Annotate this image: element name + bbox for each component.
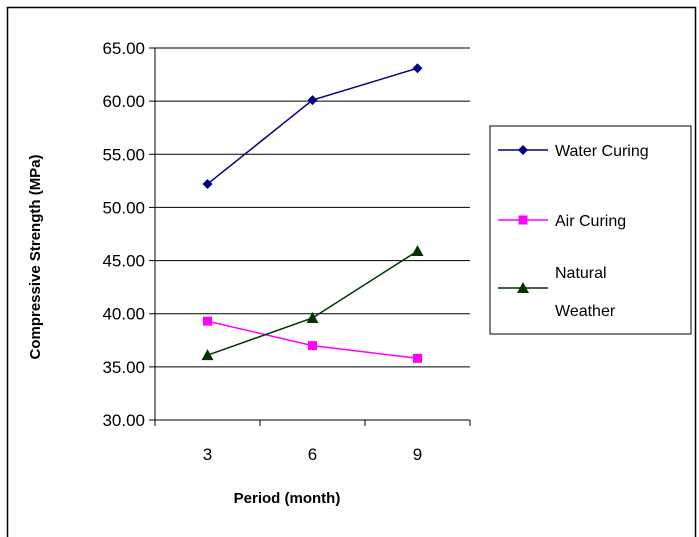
legend-marker — [517, 282, 529, 293]
series-2 — [201, 245, 424, 361]
x-axis-title: Period (month) — [234, 490, 341, 507]
data-point — [201, 349, 214, 361]
data-point — [412, 63, 423, 74]
y-tick-label: 65.00 — [102, 39, 145, 58]
legend-label: Natural — [555, 265, 607, 282]
x-tick-label: 9 — [413, 445, 422, 464]
legend-label: Air Curing — [555, 213, 626, 230]
x-axis: 3 6 9 — [154, 419, 471, 464]
y-tick-label: 50.00 — [102, 198, 145, 217]
series-1 — [203, 316, 422, 363]
y-tick-label: 30.00 — [102, 411, 145, 430]
data-point — [308, 341, 317, 351]
legend-entry: Air Curing — [498, 213, 626, 230]
y-tick-label: 60.00 — [102, 92, 145, 111]
data-point — [413, 353, 422, 363]
y-axis-title: Compressive Strength (MPa) — [27, 154, 44, 359]
y-axis: 30.00 35.00 40.00 45.00 50.00 55.00 60.00 65.00 — [102, 39, 156, 430]
y-tick-label: 45.00 — [102, 252, 145, 271]
legend-entry: Natural Weather — [498, 265, 616, 320]
legend-label: Water Curing — [555, 143, 649, 160]
data-point — [203, 316, 212, 326]
data-point — [202, 179, 213, 190]
legend-box — [489, 125, 692, 335]
legend: Water Curing Air Curing Natural Weather — [489, 125, 692, 335]
x-tick-label: 6 — [308, 445, 317, 464]
legend-marker — [518, 145, 528, 155]
legend-entry: Water Curing — [498, 143, 649, 160]
y-tick-label: 35.00 — [102, 358, 145, 377]
legend-label: Weather — [555, 303, 616, 320]
series-0 — [202, 63, 423, 190]
data-point — [411, 245, 424, 257]
series-layer — [201, 63, 424, 363]
legend-marker — [518, 215, 528, 225]
data-point — [307, 95, 318, 106]
y-tick-label: 55.00 — [102, 145, 145, 164]
data-point — [306, 311, 319, 323]
y-tick-label: 40.00 — [102, 305, 145, 324]
x-tick-label: 3 — [203, 445, 212, 464]
